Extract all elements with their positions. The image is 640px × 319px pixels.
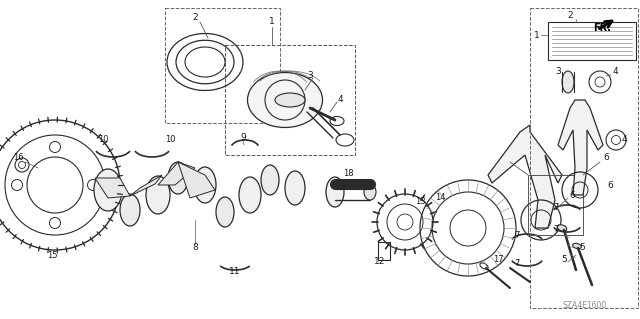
Polygon shape bbox=[158, 162, 195, 185]
Ellipse shape bbox=[239, 177, 261, 213]
Text: 18: 18 bbox=[342, 169, 353, 179]
Text: 6: 6 bbox=[603, 153, 609, 162]
Text: 2: 2 bbox=[567, 11, 573, 19]
Text: 5: 5 bbox=[561, 256, 567, 264]
Text: 10: 10 bbox=[164, 136, 175, 145]
Text: 6: 6 bbox=[569, 190, 575, 199]
Ellipse shape bbox=[326, 177, 344, 207]
Text: 14: 14 bbox=[435, 194, 445, 203]
Ellipse shape bbox=[275, 93, 305, 107]
Bar bbox=[165, 8, 280, 123]
Ellipse shape bbox=[120, 194, 140, 226]
Polygon shape bbox=[95, 178, 130, 198]
Ellipse shape bbox=[248, 72, 323, 128]
Ellipse shape bbox=[285, 171, 305, 205]
Text: 7: 7 bbox=[554, 204, 559, 212]
Text: 12: 12 bbox=[374, 257, 386, 266]
Ellipse shape bbox=[194, 167, 216, 203]
Ellipse shape bbox=[146, 176, 170, 214]
Bar bbox=[348, 180, 360, 188]
Text: 16: 16 bbox=[13, 153, 23, 162]
Text: 4: 4 bbox=[337, 95, 343, 105]
Ellipse shape bbox=[216, 197, 234, 227]
Text: 17: 17 bbox=[493, 256, 503, 264]
Text: 13: 13 bbox=[415, 197, 426, 206]
Text: SZA4E1600: SZA4E1600 bbox=[563, 300, 607, 309]
Ellipse shape bbox=[557, 225, 567, 231]
Text: 4: 4 bbox=[612, 68, 618, 77]
Text: FR.: FR. bbox=[593, 23, 611, 33]
Text: 7: 7 bbox=[515, 232, 520, 241]
Ellipse shape bbox=[573, 243, 581, 249]
Text: 5: 5 bbox=[579, 243, 585, 253]
Text: 7: 7 bbox=[554, 226, 559, 234]
Polygon shape bbox=[558, 100, 603, 195]
Bar bbox=[548, 22, 636, 60]
Text: 3: 3 bbox=[555, 68, 561, 77]
Text: 15: 15 bbox=[47, 250, 57, 259]
Text: 9: 9 bbox=[240, 132, 246, 142]
Text: 4: 4 bbox=[621, 136, 627, 145]
Text: 7: 7 bbox=[515, 259, 520, 269]
Bar bbox=[378, 242, 390, 260]
Polygon shape bbox=[130, 175, 162, 196]
Ellipse shape bbox=[261, 165, 279, 195]
Text: 1: 1 bbox=[534, 31, 540, 40]
Polygon shape bbox=[488, 125, 562, 228]
Ellipse shape bbox=[94, 169, 122, 211]
Ellipse shape bbox=[364, 184, 376, 200]
Polygon shape bbox=[178, 162, 215, 198]
Text: 11: 11 bbox=[229, 268, 241, 277]
Ellipse shape bbox=[562, 71, 574, 93]
Ellipse shape bbox=[168, 162, 188, 194]
Text: 1: 1 bbox=[269, 18, 275, 26]
Bar bbox=[225, 45, 355, 155]
Text: 10: 10 bbox=[98, 136, 108, 145]
Text: 3: 3 bbox=[307, 70, 313, 79]
Text: 6: 6 bbox=[607, 181, 613, 189]
Text: 2: 2 bbox=[192, 13, 198, 23]
Bar bbox=[528, 175, 583, 235]
Text: 8: 8 bbox=[192, 243, 198, 253]
Bar bbox=[530, 8, 638, 308]
